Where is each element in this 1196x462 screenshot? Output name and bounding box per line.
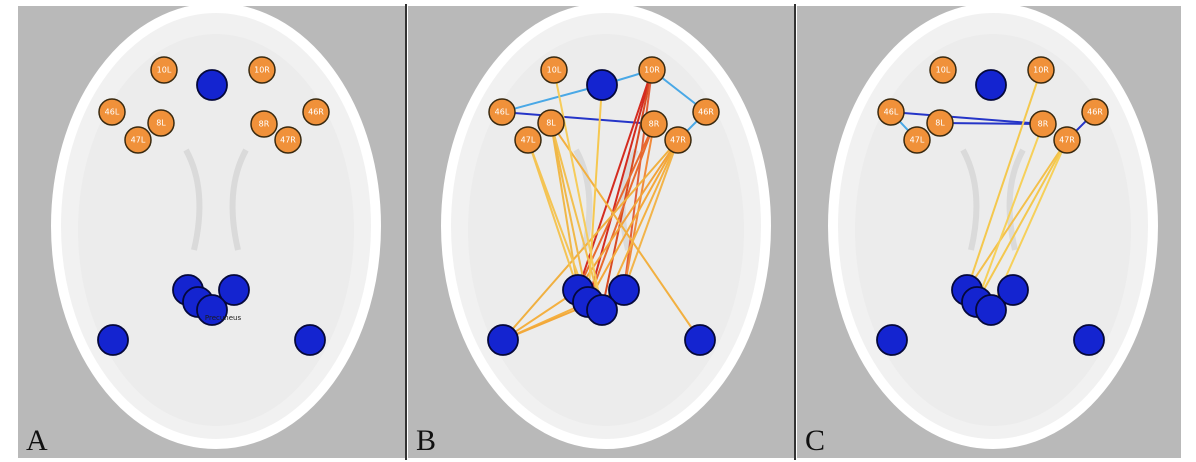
- node-46l: [877, 98, 905, 126]
- panel-letter-a: A: [26, 424, 48, 457]
- node-label-46l: 46L: [884, 108, 899, 117]
- node-47r: [664, 126, 692, 154]
- node-label-46r: 46R: [308, 108, 324, 117]
- node-mpfc: [975, 69, 1007, 101]
- connection-10r-pcc3: [601, 69, 653, 311]
- connection-8l-pcc2: [550, 122, 589, 303]
- connection-10r-pcc4: [623, 69, 653, 291]
- node-8l: [537, 109, 565, 137]
- node-pcc3: [586, 294, 618, 326]
- panel-a: 10L 10R 46L 46R 8L 8R 47L 47R Precuneus A: [18, 3, 406, 458]
- connection-47r-lpl: [502, 139, 679, 341]
- node-46r: [302, 98, 330, 126]
- node-label-10r: 10R: [644, 66, 660, 75]
- node-label-46r: 46R: [1087, 108, 1103, 117]
- node-label-47r: 47R: [670, 136, 686, 145]
- node-pcc4: [997, 274, 1029, 306]
- node-label-10l: 10L: [157, 66, 172, 75]
- node-46r: [692, 98, 720, 126]
- node-label-46r: 46R: [698, 108, 714, 117]
- node-rpl: [294, 324, 326, 356]
- node-group: 10L 10R 46L 46R 8L 8R 47L 47R: [97, 56, 330, 356]
- connection-47r-pcc4: [623, 139, 679, 291]
- node-label-8l: 8L: [935, 119, 945, 128]
- node-group: 10L 10R 46L 46R 8L 8R 47L 47R: [487, 56, 720, 356]
- connection-10r-pcc2: [587, 69, 653, 303]
- node-label-46l: 46L: [495, 108, 510, 117]
- node-47l: [514, 126, 542, 154]
- node-label-8l: 8L: [156, 119, 166, 128]
- node-group: 10L 10R 46L 46R 8L 8R 47L 47R: [876, 56, 1109, 356]
- connection-10l-pcc3: [553, 69, 603, 311]
- connection-8l-8r: [939, 122, 1044, 125]
- node-label-47l: 47L: [521, 136, 536, 145]
- connection-47r-pcc1: [966, 139, 1068, 291]
- connection-46l-8r: [890, 111, 1044, 125]
- node-8l: [926, 109, 954, 137]
- node-pcc4: [218, 274, 250, 306]
- node-mpfc: [196, 69, 228, 101]
- node-label-47r: 47R: [1059, 136, 1075, 145]
- node-label-10r: 10R: [254, 66, 270, 75]
- panel-letter-c: C: [805, 424, 825, 457]
- connection-47r-pcc2: [587, 139, 679, 303]
- node-label-46l: 46L: [105, 108, 120, 117]
- node-lpl: [876, 324, 908, 356]
- node-8r: [250, 110, 278, 138]
- node-8r: [640, 110, 668, 138]
- node-47r: [274, 126, 302, 154]
- node-10r: [1027, 56, 1055, 84]
- node-pcc3: [196, 294, 228, 326]
- node-pcc4: [608, 274, 640, 306]
- node-label-10l: 10L: [547, 66, 562, 75]
- node-10l: [540, 56, 568, 84]
- node-label-47r: 47R: [280, 136, 296, 145]
- connection-8l-rpl: [550, 122, 701, 341]
- panel-letter-b: B: [416, 424, 436, 457]
- connection-47r-pcc2: [976, 139, 1068, 303]
- connection-8r-pcc4: [623, 123, 655, 291]
- connection-8r-pcc2: [976, 123, 1044, 303]
- connection-mpfc-pcc2: [587, 84, 603, 303]
- node-mpfc: [586, 69, 618, 101]
- panel-c: 10L 10R 46L 46R 8L 8R 47L 47R C: [797, 3, 1181, 458]
- node-10l: [150, 56, 178, 84]
- node-46l: [98, 98, 126, 126]
- node-label-47l: 47L: [131, 136, 146, 145]
- node-label-47l: 47L: [910, 136, 925, 145]
- node-10l: [929, 56, 957, 84]
- node-label-8r: 8R: [1038, 120, 1049, 129]
- node-47l: [124, 126, 152, 154]
- node-label-10l: 10L: [936, 66, 951, 75]
- connection-10r-pcc1: [966, 69, 1042, 291]
- connection-47r-pcc1: [577, 139, 679, 291]
- node-label-8r: 8R: [649, 120, 660, 129]
- node-10r: [638, 56, 666, 84]
- node-label-8l: 8L: [546, 119, 556, 128]
- panel-b: 10L 10R 46L 46R 8L 8R 47L 47R B: [408, 3, 796, 458]
- node-label-10r: 10R: [1033, 66, 1049, 75]
- connection-46l-8r: [501, 111, 655, 125]
- node-lpl: [487, 324, 519, 356]
- node-lpl: [97, 324, 129, 356]
- node-47r: [1053, 126, 1081, 154]
- node-rpl: [1073, 324, 1105, 356]
- ventricles: [183, 148, 249, 251]
- connection-8r-pcc2: [587, 123, 655, 303]
- node-47l: [903, 126, 931, 154]
- node-pcc3: [975, 294, 1007, 326]
- connection-46l-mpfc: [501, 84, 603, 113]
- node-rpl: [684, 324, 716, 356]
- node-8l: [147, 109, 175, 137]
- node-10r: [248, 56, 276, 84]
- node-46r: [1081, 98, 1109, 126]
- connection-8l-pcc3: [550, 122, 603, 311]
- node-8r: [1029, 110, 1057, 138]
- node-46l: [488, 98, 516, 126]
- node-label-precuneus: Precuneus: [205, 314, 242, 322]
- node-label-8r: 8R: [259, 120, 270, 129]
